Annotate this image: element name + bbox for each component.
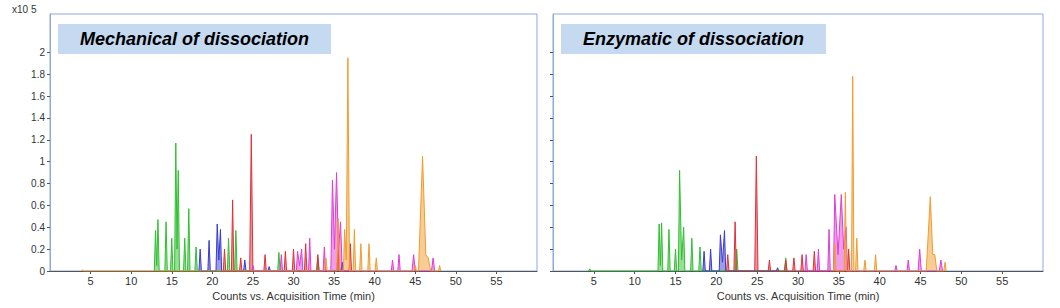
svg-text:Enzymatic of dissociation: Enzymatic of dissociation [583, 29, 804, 49]
svg-text:Mechanical of dissociation: Mechanical of dissociation [80, 29, 309, 49]
svg-text:5: 5 [88, 275, 94, 287]
svg-text:x10 5: x10 5 [12, 4, 37, 15]
svg-text:5: 5 [591, 275, 597, 287]
svg-text:15: 15 [166, 275, 178, 287]
svg-text:50: 50 [955, 275, 967, 287]
svg-text:1.8: 1.8 [31, 69, 45, 80]
svg-text:20: 20 [206, 275, 218, 287]
svg-text:1.6: 1.6 [31, 91, 45, 102]
svg-text:25: 25 [247, 275, 259, 287]
svg-text:25: 25 [751, 275, 763, 287]
svg-text:10: 10 [125, 275, 137, 287]
svg-text:1.2: 1.2 [31, 134, 45, 145]
svg-text:0.6: 0.6 [31, 200, 45, 211]
svg-text:0: 0 [39, 266, 45, 277]
svg-text:40: 40 [874, 275, 886, 287]
svg-text:35: 35 [328, 275, 340, 287]
svg-text:0.2: 0.2 [31, 244, 45, 255]
svg-text:20: 20 [710, 275, 722, 287]
svg-text:55: 55 [996, 275, 1008, 287]
svg-text:1.4: 1.4 [31, 112, 45, 123]
svg-text:55: 55 [490, 275, 502, 287]
svg-text:45: 45 [409, 275, 421, 287]
svg-text:15: 15 [669, 275, 681, 287]
svg-text:1: 1 [39, 156, 45, 167]
svg-text:45: 45 [914, 275, 926, 287]
svg-text:0.8: 0.8 [31, 178, 45, 189]
svg-text:35: 35 [833, 275, 845, 287]
svg-text:2: 2 [39, 47, 45, 58]
svg-text:10: 10 [629, 275, 641, 287]
svg-text:50: 50 [450, 275, 462, 287]
svg-text:Counts vs. Acquisition Time (m: Counts vs. Acquisition Time (min) [717, 290, 880, 302]
svg-text:0.4: 0.4 [31, 222, 45, 233]
svg-text:30: 30 [792, 275, 804, 287]
svg-text:Counts vs. Acquisition Time (m: Counts vs. Acquisition Time (min) [212, 290, 375, 302]
svg-text:30: 30 [287, 275, 299, 287]
svg-text:40: 40 [369, 275, 381, 287]
